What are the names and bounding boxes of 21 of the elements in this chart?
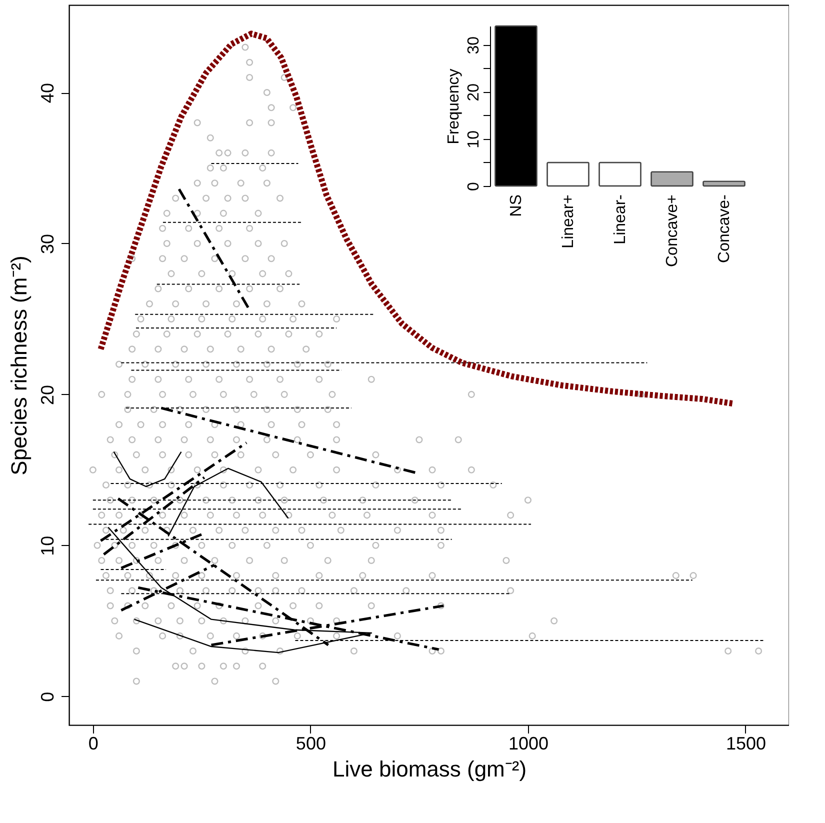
y-tick-label: 0 xyxy=(38,692,58,702)
x-tick-label: Concave- xyxy=(716,194,733,263)
x-tick-label: Linear- xyxy=(612,194,629,244)
x-axis-title: Live biomass (gm⁻²) xyxy=(332,756,527,782)
y-tick-label: 30 xyxy=(38,234,58,254)
y-tick-label: 10 xyxy=(466,130,482,148)
y-tick-label: 0 xyxy=(466,182,482,191)
x-tick-label: 1000 xyxy=(508,734,548,754)
y-tick-label: 40 xyxy=(38,83,58,104)
y-tick-label: 10 xyxy=(38,536,58,556)
x-tick-label: Concave+ xyxy=(664,194,681,267)
y-tick-label: 20 xyxy=(38,384,58,405)
y-axis-title: Frequency xyxy=(446,68,462,144)
x-tick-label: Linear+ xyxy=(560,194,577,248)
y-tick-label: 20 xyxy=(466,83,482,102)
x-tick-label: 0 xyxy=(88,734,98,754)
x-tick-label: 500 xyxy=(296,734,326,754)
x-tick-label: 1500 xyxy=(726,734,766,754)
x-tick-label: NS xyxy=(508,194,525,217)
y-axis-title: Species richness (m⁻²) xyxy=(6,256,32,476)
y-tick-label: 30 xyxy=(466,36,482,54)
